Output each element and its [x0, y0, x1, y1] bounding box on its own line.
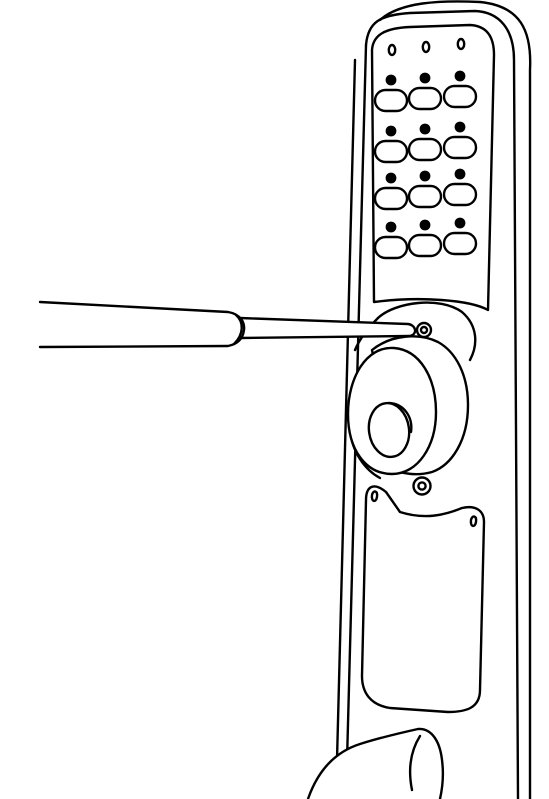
- keypad-button: [373, 88, 409, 113]
- keypad-button: [442, 182, 478, 207]
- hand-icon: [306, 727, 445, 799]
- keypad-button: [407, 86, 443, 111]
- keypad-indicator-dot: [419, 170, 431, 182]
- lower-panel: [360, 485, 486, 714]
- key-cylinder-icon: [367, 401, 413, 459]
- keypad-button: [373, 139, 409, 164]
- keypad-button: [373, 235, 409, 260]
- keypad-grid: [373, 70, 478, 260]
- keypad-indicator-dot: [385, 74, 397, 86]
- keypad-button: [373, 186, 409, 211]
- set-screw-hole-inner: [419, 325, 429, 335]
- keypad-button: [407, 137, 443, 162]
- lock-body-front-face: [364, 9, 520, 799]
- screwdriver-icon: [38, 300, 433, 349]
- keypad-indicator-dot: [454, 217, 466, 229]
- mounting-screw-slot: [417, 481, 427, 491]
- keypad-button: [407, 233, 443, 258]
- status-light: [456, 37, 466, 51]
- keypad-button: [442, 135, 478, 160]
- keypad-indicator-dot: [385, 172, 397, 184]
- keypad-panel: [370, 23, 496, 312]
- hand-finger: [408, 734, 422, 792]
- knob-escutcheon: [376, 301, 477, 362]
- status-light: [421, 40, 431, 54]
- keypad-indicator-dot: [419, 123, 431, 135]
- keypad-lock-icon: [334, 0, 532, 799]
- lower-panel-screw: [469, 515, 478, 528]
- keypad-button: [442, 231, 478, 256]
- keypad-indicator-dot: [419, 219, 431, 231]
- knob-face: [346, 346, 438, 476]
- keypad-indicator-dot: [454, 121, 466, 133]
- screwdriver-handle: [38, 300, 246, 349]
- set-screw-hole: [415, 321, 433, 339]
- keypad-indicator-dot: [419, 72, 431, 84]
- mounting-screw: [412, 476, 432, 496]
- lower-panel-screw: [370, 490, 379, 503]
- keypad-indicator-dot: [385, 125, 397, 137]
- status-lights: [387, 37, 466, 57]
- status-light: [387, 43, 397, 57]
- keypad-button: [442, 84, 478, 109]
- keypad-indicator-dot: [454, 168, 466, 180]
- keypad-indicator-dot: [385, 221, 397, 233]
- key-cylinder: [367, 401, 411, 459]
- hand-outline: [306, 727, 445, 799]
- lock-body-inner-left-edge: [334, 58, 357, 799]
- screwdriver-shaft: [238, 316, 417, 340]
- lock-knob-icon: [346, 335, 470, 476]
- keypad-button: [407, 184, 443, 209]
- keypad-indicator-dot: [454, 70, 466, 82]
- key-cylinder-rim: [387, 401, 413, 434]
- lock-body-back-edge: [378, 0, 532, 799]
- screwdriver-ferrule: [232, 313, 243, 346]
